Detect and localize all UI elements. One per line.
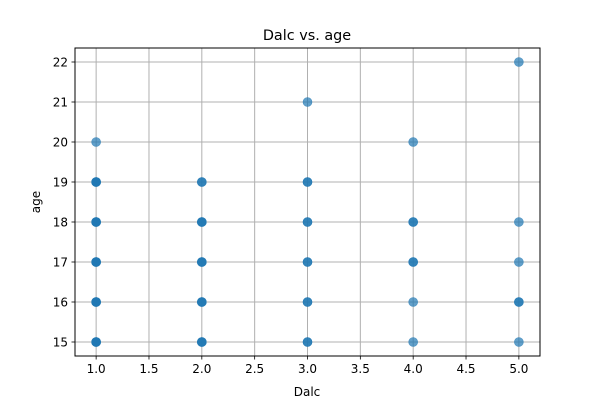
data-point: [408, 257, 418, 267]
data-point: [514, 257, 524, 267]
data-point: [302, 97, 313, 107]
data-point: [197, 297, 207, 307]
grid-lines: [75, 48, 540, 356]
data-point: [91, 137, 101, 147]
data-point: [302, 337, 313, 347]
x-axis-ticks: 1.0 1.5 2.0 2.5 3.0 3.5 4.0 4.5 5.0: [87, 356, 528, 376]
y-tick-label: 20: [53, 135, 68, 149]
x-axis-label: Dalc: [294, 385, 321, 399]
data-point: [302, 177, 313, 187]
x-tick-label: 3.0: [298, 362, 317, 376]
data-point: [197, 177, 207, 187]
y-tick-label: 21: [53, 95, 68, 109]
data-point: [302, 257, 313, 267]
data-point: [302, 217, 313, 227]
x-tick-label: 1.5: [139, 362, 158, 376]
y-tick-label: 18: [53, 215, 68, 229]
chart-title: Dalc vs. age: [263, 28, 351, 44]
y-tick-label: 22: [53, 55, 68, 69]
scatter-points: [91, 57, 524, 347]
x-tick-label: 2.0: [192, 362, 211, 376]
data-point: [514, 217, 524, 227]
data-point: [197, 257, 207, 267]
data-point: [408, 137, 418, 147]
x-tick-label: 4.0: [404, 362, 423, 376]
y-tick-label: 17: [53, 255, 68, 269]
x-tick-label: 1.0: [87, 362, 106, 376]
data-point: [91, 257, 101, 267]
x-tick-label: 2.5: [245, 362, 264, 376]
x-tick-label: 4.5: [456, 362, 475, 376]
data-point: [91, 297, 101, 307]
data-point: [91, 337, 101, 347]
data-point: [514, 57, 524, 67]
x-tick-label: 3.5: [351, 362, 370, 376]
data-point: [197, 337, 207, 347]
data-point: [514, 297, 524, 307]
data-point: [91, 177, 101, 187]
data-point: [197, 217, 207, 227]
x-tick-label: 5.0: [509, 362, 528, 376]
data-point: [302, 297, 313, 307]
data-point: [514, 337, 524, 347]
y-tick-label: 15: [53, 335, 68, 349]
y-tick-label: 16: [53, 295, 68, 309]
data-point: [408, 297, 418, 307]
y-axis-label: age: [29, 191, 43, 213]
data-point: [91, 217, 101, 227]
y-axis-ticks: 15 16 17 18 19 20 21 22: [53, 55, 75, 349]
data-point: [408, 217, 418, 227]
y-tick-label: 19: [53, 175, 68, 189]
data-point: [408, 337, 418, 347]
